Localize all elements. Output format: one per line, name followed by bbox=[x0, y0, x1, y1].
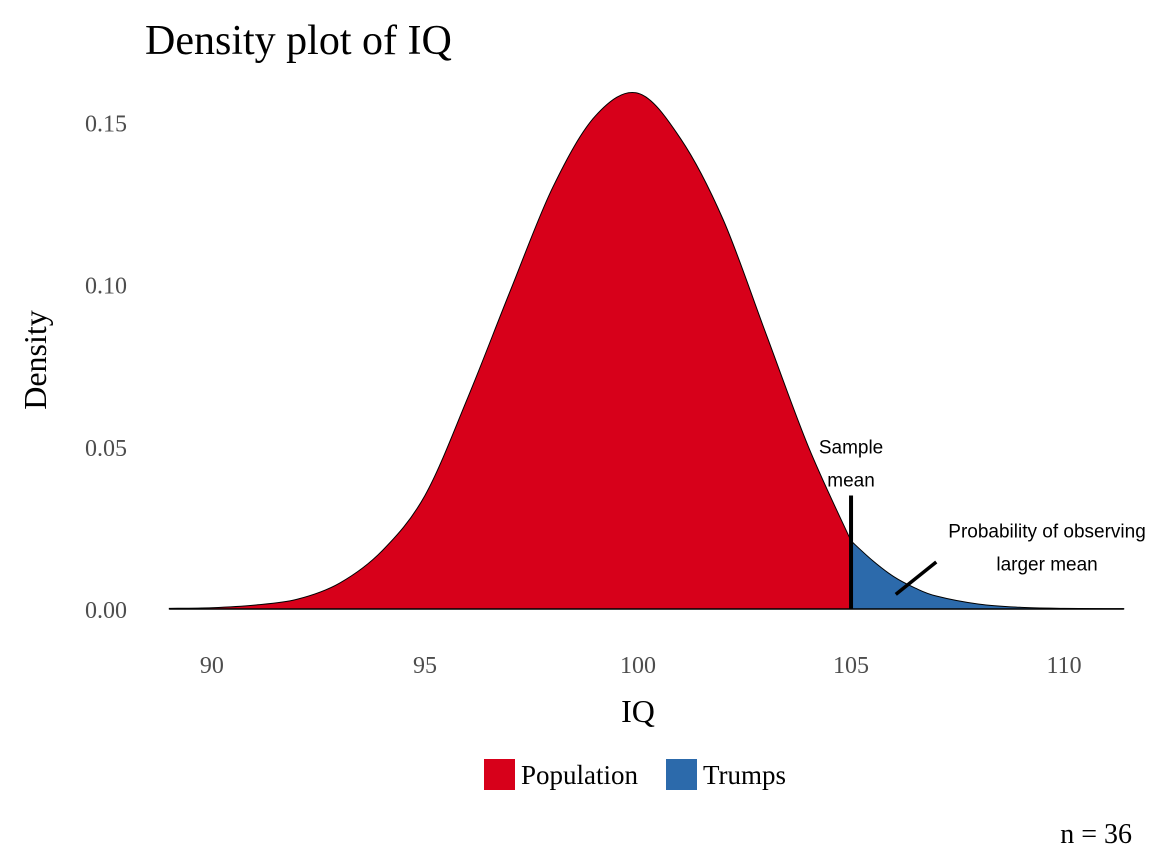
y-tick-label: 0.15 bbox=[85, 111, 127, 137]
annotation-sample-mean-line-0: Sample bbox=[819, 437, 883, 458]
x-tick-label: 100 bbox=[620, 653, 656, 679]
legend-swatch-population bbox=[484, 759, 515, 790]
y-axis-title: Density bbox=[17, 310, 53, 410]
x-tick-label: 90 bbox=[200, 653, 224, 679]
annotations: Sample mean Probability of observing larger… bbox=[819, 437, 1146, 575]
x-tick-label: 110 bbox=[1047, 653, 1082, 679]
caption-n: n = 36 bbox=[1060, 819, 1132, 850]
y-tick-label: 0.10 bbox=[85, 274, 127, 300]
annotation-probability-line-0: Probability of observing bbox=[948, 522, 1146, 543]
y-tick-label: 0.05 bbox=[85, 436, 127, 462]
probability-pointer-line bbox=[894, 560, 938, 596]
chart-title: Density plot of IQ bbox=[145, 18, 452, 64]
x-tick-label: 105 bbox=[833, 653, 869, 679]
legend-label-population: Population bbox=[521, 760, 639, 790]
y-axis-ticks: 0.00 0.05 0.10 0.15 bbox=[85, 111, 127, 624]
annotation-sample-mean-line-1: mean bbox=[827, 470, 875, 491]
legend-label-trumps: Trumps bbox=[703, 760, 786, 790]
legend: Population Trumps bbox=[484, 759, 786, 790]
density-area-population bbox=[168, 91, 852, 610]
annotation-probability-line-1: larger mean bbox=[996, 555, 1097, 576]
legend-swatch-trumps bbox=[666, 759, 697, 790]
x-axis-ticks: 90 95 100 105 110 bbox=[200, 653, 1082, 679]
x-tick-label: 95 bbox=[413, 653, 437, 679]
x-axis-title: IQ bbox=[621, 693, 655, 729]
y-tick-label: 0.00 bbox=[85, 598, 127, 624]
